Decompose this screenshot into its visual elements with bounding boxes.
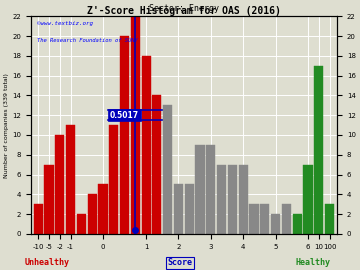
Bar [87, 194, 97, 234]
Bar [217, 165, 226, 234]
Bar [260, 204, 269, 234]
Bar [66, 125, 75, 234]
Y-axis label: Number of companies (339 total): Number of companies (339 total) [4, 73, 9, 178]
Bar [98, 184, 108, 234]
Title: Z'-Score Histogram for OAS (2016): Z'-Score Histogram for OAS (2016) [87, 5, 281, 15]
Bar [185, 184, 194, 234]
Text: 0.5017: 0.5017 [110, 111, 139, 120]
Bar [325, 204, 334, 234]
Bar [282, 204, 291, 234]
Bar [228, 165, 237, 234]
Text: Healthy: Healthy [296, 258, 331, 267]
Bar [271, 214, 280, 234]
Bar [152, 95, 162, 234]
Text: The Research Foundation of SUNY: The Research Foundation of SUNY [37, 38, 138, 43]
Bar [174, 184, 183, 234]
Bar [55, 135, 64, 234]
Bar [131, 16, 140, 234]
Bar [314, 66, 323, 234]
Bar [44, 165, 54, 234]
Bar [249, 204, 258, 234]
Bar [206, 145, 215, 234]
Bar [141, 56, 151, 234]
Bar [239, 165, 248, 234]
Bar [77, 214, 86, 234]
Bar [303, 165, 312, 234]
Text: Unhealthy: Unhealthy [24, 258, 69, 267]
Bar [293, 214, 302, 234]
Bar [33, 204, 43, 234]
Text: Sector: Energy: Sector: Energy [149, 4, 219, 13]
Text: ©www.textbiz.org: ©www.textbiz.org [37, 21, 93, 26]
Bar [163, 105, 172, 234]
Bar [120, 36, 129, 234]
Bar [195, 145, 205, 234]
Text: Score: Score [167, 258, 193, 267]
Bar [109, 125, 118, 234]
